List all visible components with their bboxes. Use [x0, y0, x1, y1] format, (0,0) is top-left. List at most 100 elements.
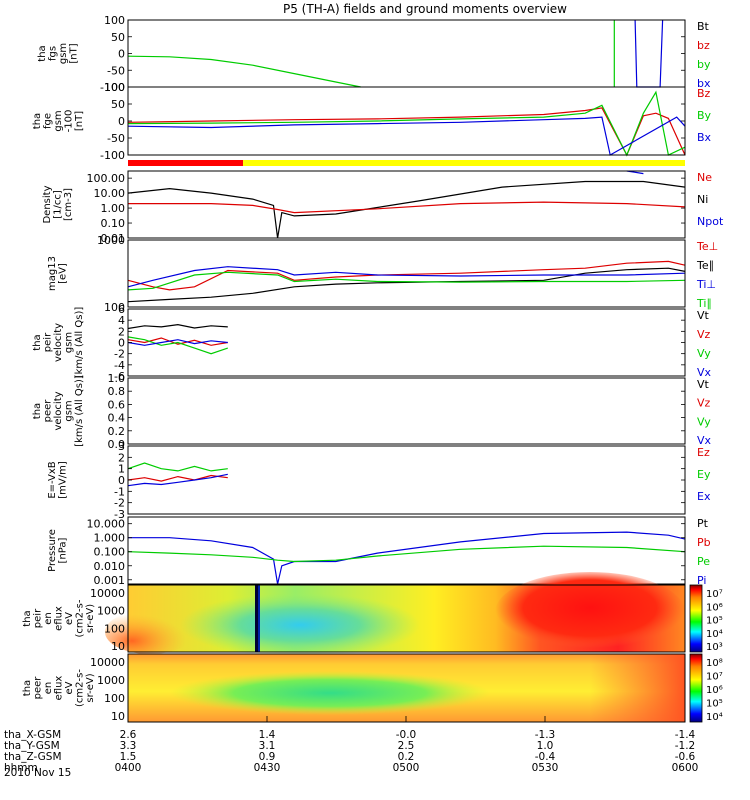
y-tick-label: -100	[100, 81, 125, 94]
y-axis-label: [1/cc]	[53, 190, 64, 219]
y-axis-label: gsm	[58, 43, 69, 64]
footer-value: 1.4	[259, 729, 276, 741]
y-tick-label: 0.01	[101, 232, 126, 245]
y-tick-label: 1000	[97, 674, 125, 687]
y-tick-label: 0	[118, 337, 125, 350]
y-axis-label: Pressure	[47, 529, 58, 572]
y-axis-label: -100	[64, 110, 75, 133]
peir-blob-cyan	[180, 593, 420, 657]
peer-right-band	[590, 654, 685, 722]
series-vt-line	[127, 323, 228, 330]
series-pe-line	[127, 545, 686, 563]
colorbar-tick-label: 10⁴	[706, 629, 723, 640]
colorbar-tick-label: 10⁶	[706, 685, 723, 696]
y-axis-label: eV	[64, 612, 75, 625]
y-tick-label: 0.2	[108, 425, 126, 438]
footer-value: 3.3	[120, 740, 137, 752]
y-axis-label: Density	[42, 185, 53, 223]
y-axis-label: tha	[32, 403, 43, 419]
y-tick-label: 100	[104, 81, 125, 94]
colorbar-tick-label: 10⁸	[706, 658, 723, 669]
legend-pb-label: Pb	[697, 536, 711, 549]
y-axis-label: eflux	[54, 676, 65, 701]
panel-frame	[127, 239, 686, 308]
legend-ne-label: Ne	[697, 171, 712, 184]
series-bx-line	[634, 19, 664, 88]
series-vy-line	[127, 336, 228, 355]
series-by-line	[127, 90, 686, 157]
y-tick-label: -1	[114, 485, 125, 498]
y-tick-label: 100.00	[87, 172, 126, 185]
y-tick-label: 1.0	[108, 372, 126, 385]
y-axis-label: E=-VxB	[47, 461, 58, 498]
legend-bx-label: Bx	[697, 131, 712, 144]
y-tick-label: 10000	[90, 587, 125, 600]
legend-pi-label: Pi	[697, 574, 706, 587]
y-tick-label: -50	[107, 64, 125, 77]
y-axis-label: peir	[43, 332, 54, 352]
legend-pt-label: Pt	[697, 517, 709, 530]
y-tick-label: 0	[118, 115, 125, 128]
y-axis-label: eflux	[54, 606, 65, 631]
y-tick-label: 0.100	[94, 546, 126, 559]
footer-value: 2.5	[398, 740, 415, 752]
footer-value: 0500	[393, 762, 420, 774]
legend-vz-label: Vz	[697, 397, 711, 410]
legend-ex-label: Ex	[697, 490, 711, 503]
y-axis-label: [eV]	[58, 263, 69, 284]
y-tick-label: 10000	[90, 656, 125, 669]
panel-frame	[127, 86, 686, 156]
y-axis-label: peir	[33, 608, 44, 628]
y-tick-label: -50	[107, 132, 125, 145]
colorbar-tick-label: 10⁶	[706, 602, 723, 613]
y-axis-label: [km/s (All Qs)]	[74, 375, 85, 447]
legend-by-label: by	[697, 58, 711, 71]
footer-value: 0600	[672, 762, 699, 774]
y-axis-label: velocity	[53, 323, 64, 362]
quality-flag-bar	[128, 160, 685, 166]
series-ti⊥-line	[127, 266, 686, 288]
series-ne-line	[128, 201, 686, 214]
panel-frame	[127, 516, 686, 585]
y-axis-label: tha	[22, 680, 33, 696]
y-tick-label: 0.001	[94, 574, 126, 587]
y-tick-label: -3	[114, 508, 125, 521]
panel-frame	[127, 653, 686, 723]
colorbar-tick-label: 10⁵	[706, 616, 723, 627]
legend-vy-label: Vy	[697, 347, 711, 360]
y-tick-label: 10	[111, 640, 125, 653]
footer-value: 0.2	[398, 751, 415, 763]
y-tick-label: 0.4	[108, 412, 126, 425]
legend-npot-label: Npot	[697, 215, 724, 228]
colorbar-tick-label: 10⁵	[706, 699, 723, 710]
y-tick-label: 1.00	[101, 202, 126, 215]
y-tick-label: -4	[114, 359, 125, 372]
y-tick-label: 10	[111, 710, 125, 723]
y-axis-label: en	[43, 612, 54, 625]
footer-date: 2010 Nov 15	[4, 767, 71, 779]
peir-blob-red	[495, 572, 685, 652]
y-tick-label: 0	[118, 48, 125, 61]
y-axis-label: [mV/m]	[58, 461, 69, 499]
footer-value: -1.2	[675, 740, 696, 752]
footer-row-label: hhmm	[4, 762, 38, 774]
y-axis-label: sr-eV)	[85, 673, 96, 702]
y-tick-label: 50	[111, 31, 125, 44]
footer-row-label: tha_X-GSM	[4, 729, 61, 741]
series-vx-line	[127, 339, 228, 346]
legend-bx-label: bx	[697, 77, 711, 90]
panel-density: 100.00 10.00 1.00 0.10 0.01 Density [1/cc] [cm-…	[42, 170, 724, 245]
peer-blob-green	[170, 671, 490, 715]
panel-frame	[127, 377, 686, 445]
legend-te-label: Te⊥	[696, 240, 718, 253]
footer-value: -0.4	[535, 751, 556, 763]
y-tick-label: 50	[111, 98, 125, 111]
peir-spike-black	[255, 585, 258, 652]
legend-by-label: By	[697, 109, 712, 122]
series-vz-line	[127, 337, 228, 346]
y-tick-label: 0.8	[108, 385, 126, 398]
y-axis-label: fgs	[48, 46, 59, 61]
